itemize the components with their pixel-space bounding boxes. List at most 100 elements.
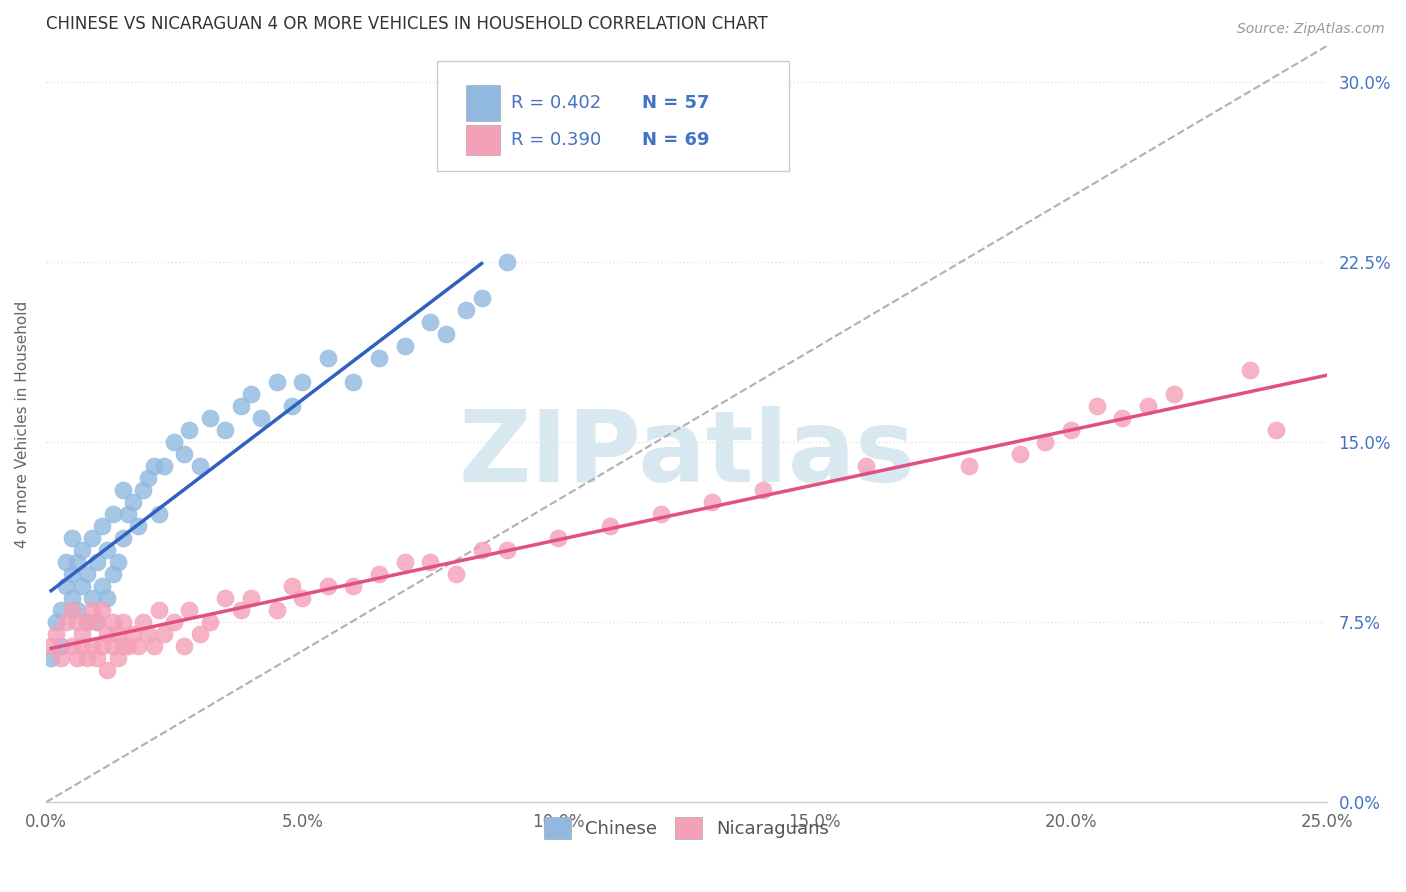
Point <box>138 471 160 485</box>
Point <box>153 627 176 641</box>
Point <box>142 458 165 473</box>
Point <box>250 411 273 425</box>
Point <box>60 531 83 545</box>
Point <box>96 591 118 606</box>
Point <box>117 507 139 521</box>
Point <box>456 302 478 317</box>
Point <box>1008 447 1031 461</box>
Point <box>173 447 195 461</box>
Point <box>55 615 77 629</box>
Point <box>650 507 672 521</box>
Point <box>471 291 494 305</box>
Point <box>70 639 93 653</box>
Point <box>82 639 104 653</box>
Point <box>1085 399 1108 413</box>
Point <box>266 603 288 617</box>
Point <box>107 627 129 641</box>
Point <box>142 639 165 653</box>
Point <box>127 639 149 653</box>
Point <box>82 591 104 606</box>
Point <box>1136 399 1159 413</box>
Point <box>39 639 62 653</box>
Point <box>91 579 114 593</box>
Point <box>163 434 186 449</box>
Point <box>111 615 134 629</box>
Y-axis label: 4 or more Vehicles in Household: 4 or more Vehicles in Household <box>15 301 30 548</box>
Point <box>76 567 98 582</box>
Text: R = 0.402: R = 0.402 <box>512 95 602 112</box>
Point <box>702 495 724 509</box>
Point <box>148 507 170 521</box>
Point <box>96 627 118 641</box>
Text: Source: ZipAtlas.com: Source: ZipAtlas.com <box>1237 22 1385 37</box>
Point <box>419 555 441 569</box>
Point <box>70 543 93 558</box>
Point <box>188 458 211 473</box>
FancyBboxPatch shape <box>467 125 499 155</box>
Point <box>198 615 221 629</box>
Point <box>752 483 775 497</box>
Point <box>86 651 108 665</box>
Point <box>214 591 236 606</box>
Point <box>76 615 98 629</box>
Point <box>342 579 364 593</box>
Point <box>51 603 73 617</box>
Point <box>1265 423 1288 437</box>
Point <box>1163 387 1185 401</box>
Point <box>60 603 83 617</box>
Point <box>419 315 441 329</box>
Point <box>82 603 104 617</box>
Text: ZIPatlas: ZIPatlas <box>458 406 915 503</box>
Point <box>122 495 145 509</box>
Point <box>66 615 89 629</box>
Point <box>107 651 129 665</box>
Point <box>111 531 134 545</box>
Point <box>122 627 145 641</box>
Point <box>101 567 124 582</box>
Point <box>496 255 519 269</box>
Point <box>163 615 186 629</box>
Point <box>599 519 621 533</box>
Point <box>132 615 155 629</box>
Point <box>229 399 252 413</box>
Point <box>153 458 176 473</box>
Point <box>444 567 467 582</box>
Point <box>96 663 118 677</box>
Point <box>179 423 201 437</box>
Point <box>111 483 134 497</box>
Point <box>855 458 877 473</box>
Point <box>66 603 89 617</box>
Point <box>70 579 93 593</box>
Point <box>368 567 391 582</box>
Point <box>394 555 416 569</box>
Point <box>60 567 83 582</box>
Text: R = 0.390: R = 0.390 <box>512 131 602 149</box>
Point <box>60 639 83 653</box>
Point <box>434 326 457 341</box>
Point <box>1111 411 1133 425</box>
Point <box>101 507 124 521</box>
Point <box>127 519 149 533</box>
Point <box>96 543 118 558</box>
Point <box>214 423 236 437</box>
Text: CHINESE VS NICARAGUAN 4 OR MORE VEHICLES IN HOUSEHOLD CORRELATION CHART: CHINESE VS NICARAGUAN 4 OR MORE VEHICLES… <box>46 15 768 33</box>
Point <box>55 555 77 569</box>
Point <box>173 639 195 653</box>
Point <box>281 399 304 413</box>
Point <box>240 591 263 606</box>
Point <box>291 591 314 606</box>
Point <box>70 627 93 641</box>
Point <box>101 639 124 653</box>
Point <box>179 603 201 617</box>
Point <box>316 351 339 365</box>
Point <box>60 591 83 606</box>
Point <box>240 387 263 401</box>
Point <box>39 651 62 665</box>
Point <box>368 351 391 365</box>
FancyBboxPatch shape <box>437 61 789 170</box>
Point <box>86 615 108 629</box>
Point <box>117 639 139 653</box>
Point <box>471 543 494 558</box>
Point <box>107 555 129 569</box>
Point <box>496 543 519 558</box>
